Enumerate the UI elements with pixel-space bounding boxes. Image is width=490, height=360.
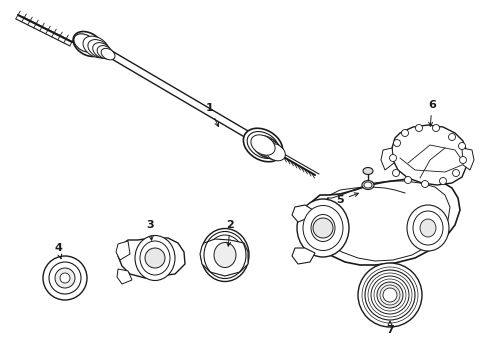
Circle shape	[358, 263, 422, 327]
Ellipse shape	[251, 135, 275, 155]
Polygon shape	[200, 239, 248, 276]
Circle shape	[460, 157, 466, 163]
Circle shape	[145, 248, 165, 268]
Polygon shape	[292, 205, 313, 222]
Ellipse shape	[253, 136, 279, 158]
Circle shape	[459, 143, 466, 149]
Ellipse shape	[420, 219, 436, 237]
Circle shape	[313, 218, 333, 238]
Ellipse shape	[407, 205, 449, 251]
Ellipse shape	[261, 141, 283, 160]
Ellipse shape	[214, 243, 236, 267]
Text: 4: 4	[54, 243, 62, 258]
Circle shape	[421, 180, 428, 188]
Circle shape	[383, 288, 397, 302]
Ellipse shape	[97, 46, 113, 59]
Ellipse shape	[257, 138, 281, 159]
Ellipse shape	[83, 36, 109, 58]
Ellipse shape	[101, 48, 115, 60]
Circle shape	[405, 176, 412, 184]
Ellipse shape	[297, 199, 349, 257]
Ellipse shape	[88, 40, 110, 58]
Text: 5: 5	[336, 193, 358, 205]
Text: 7: 7	[386, 321, 394, 335]
Polygon shape	[381, 148, 394, 170]
Polygon shape	[392, 125, 467, 185]
Ellipse shape	[364, 182, 372, 188]
Circle shape	[365, 270, 415, 320]
Polygon shape	[462, 148, 474, 170]
Ellipse shape	[303, 206, 343, 251]
Ellipse shape	[265, 143, 285, 161]
Circle shape	[433, 125, 440, 131]
Circle shape	[371, 276, 409, 314]
Circle shape	[43, 256, 87, 300]
Ellipse shape	[362, 180, 374, 189]
Ellipse shape	[135, 235, 175, 280]
Ellipse shape	[207, 235, 243, 275]
Polygon shape	[305, 178, 460, 265]
Circle shape	[448, 134, 456, 140]
Circle shape	[377, 282, 403, 308]
Text: 1: 1	[206, 103, 219, 126]
Polygon shape	[292, 248, 315, 264]
Circle shape	[392, 170, 399, 176]
Ellipse shape	[244, 128, 283, 162]
Polygon shape	[118, 238, 185, 278]
Circle shape	[60, 273, 70, 283]
Ellipse shape	[73, 32, 103, 57]
Circle shape	[440, 177, 446, 184]
Ellipse shape	[413, 211, 443, 245]
Circle shape	[401, 130, 409, 136]
Ellipse shape	[93, 43, 111, 58]
Circle shape	[49, 262, 81, 294]
Polygon shape	[117, 269, 132, 284]
Text: 2: 2	[226, 220, 234, 246]
Text: 6: 6	[428, 100, 436, 126]
Ellipse shape	[363, 167, 373, 175]
Ellipse shape	[201, 229, 249, 282]
Circle shape	[416, 125, 422, 131]
Ellipse shape	[74, 34, 96, 52]
Circle shape	[55, 268, 75, 288]
Circle shape	[390, 154, 396, 162]
Ellipse shape	[140, 241, 170, 275]
Circle shape	[393, 139, 400, 147]
Circle shape	[452, 170, 460, 176]
Polygon shape	[116, 241, 130, 260]
Ellipse shape	[311, 215, 335, 242]
Ellipse shape	[247, 131, 279, 158]
Text: 3: 3	[146, 220, 154, 240]
